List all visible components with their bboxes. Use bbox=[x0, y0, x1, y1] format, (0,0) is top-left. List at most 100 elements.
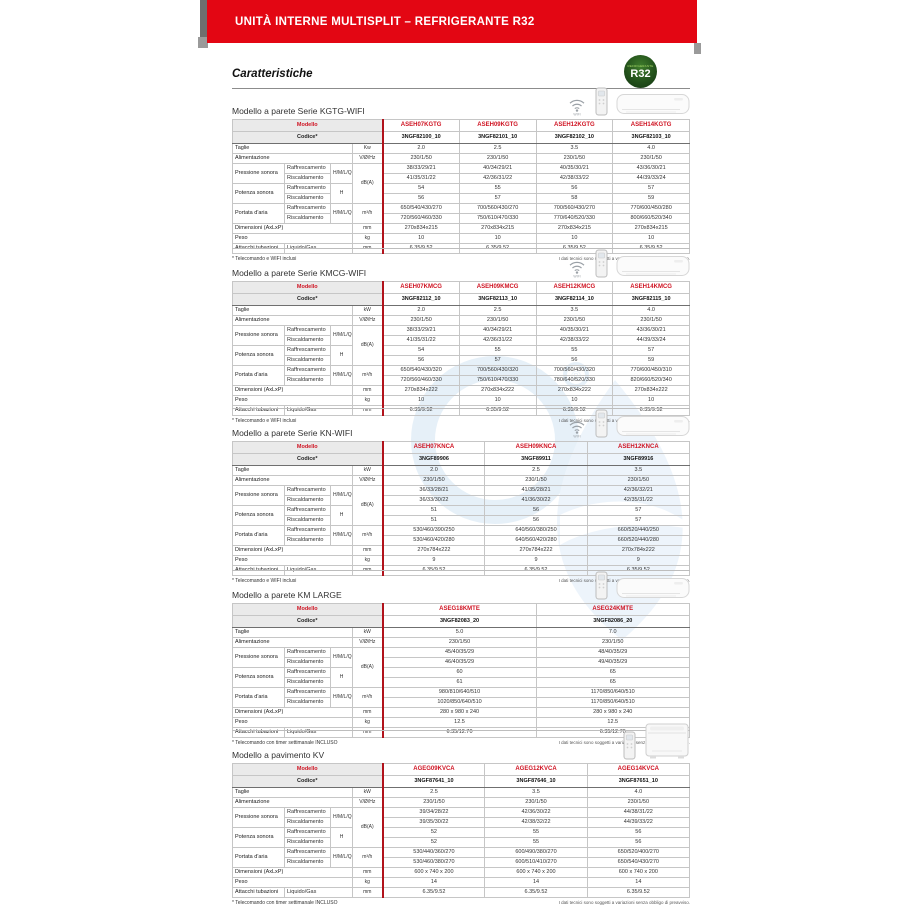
row-scale: H/M/L/Q bbox=[330, 365, 353, 386]
cell-value: 230/1/50 bbox=[381, 315, 460, 326]
wall-unit-image bbox=[616, 577, 690, 600]
cell-value: 1170/850/640/510 bbox=[535, 697, 691, 708]
cell-value: 45/40/35/29 bbox=[381, 647, 537, 658]
model-name: ASEH07KMCG bbox=[381, 281, 460, 294]
cell-value: 2.0 bbox=[381, 465, 486, 476]
section-kn-wifi: Modello a parete Serie KN-WIFI WIFI Modell… bbox=[231, 408, 691, 584]
cell-value: 48/40/35/29 bbox=[535, 647, 691, 658]
cell-value: 44/39/33/22 bbox=[586, 817, 691, 828]
wall-unit-image bbox=[616, 255, 690, 278]
cell-value: 800/660/520/340 bbox=[612, 213, 690, 224]
row-sublabel: Riscaldamento bbox=[284, 535, 331, 546]
cell-value: 230/1/50 bbox=[458, 153, 537, 164]
row-unit: m³/h bbox=[351, 203, 384, 224]
cell-value: 230/1/50 bbox=[535, 637, 691, 648]
model-code: 3NGF87651_10 bbox=[586, 775, 691, 788]
model-code: 3NGF82100_10 bbox=[381, 131, 460, 144]
cell-value: 39/35/30/22 bbox=[381, 817, 486, 828]
page-edge-square-right bbox=[694, 43, 701, 54]
cell-value: 52 bbox=[381, 837, 486, 848]
codice-header: Codice* bbox=[231, 615, 384, 628]
cell-value: 270x784x222 bbox=[484, 545, 588, 556]
cell-value: 640/560/420/280 bbox=[484, 535, 588, 546]
row-sublabel: Raffrescamento bbox=[284, 687, 331, 698]
banner-title: UNITÀ INTERNE MULTISPLIT – REFRIGERANTE … bbox=[235, 15, 535, 28]
cell-value: 44/39/33/24 bbox=[612, 173, 690, 184]
cell-value: 10 bbox=[612, 233, 690, 244]
row-scale: H bbox=[330, 345, 353, 366]
cell-value: 650/540/430/270 bbox=[586, 857, 691, 868]
row-sublabel: Raffrescamento bbox=[284, 325, 331, 336]
row-scale: H/M/L/Q bbox=[330, 687, 353, 708]
row-label: Pressione sonora bbox=[232, 807, 285, 828]
cell-value: 770/640/520/330 bbox=[535, 213, 614, 224]
cell-value: 9 bbox=[586, 555, 691, 566]
row-scale: H/M/L/Q bbox=[330, 647, 353, 668]
r32-badge-small-text: REFRIGERANTE bbox=[627, 63, 654, 68]
row-sublabel: Raffrescamento bbox=[284, 203, 331, 214]
cell-value: 56 bbox=[484, 515, 588, 526]
row-sublabel: Raffrescamento bbox=[284, 647, 331, 658]
row-sublabel: Riscaldamento bbox=[284, 495, 331, 506]
cell-value: 3.5 bbox=[535, 305, 614, 316]
section-title: Modello a parete Serie KMCG-WIFI bbox=[232, 268, 367, 278]
cell-value: 700/560/430/320 bbox=[458, 365, 537, 376]
row-label: Peso bbox=[232, 395, 353, 406]
row-label: Alimentazione bbox=[232, 315, 353, 326]
model-name: ASEH07KGTG bbox=[381, 119, 460, 132]
codice-header: Codice* bbox=[231, 293, 384, 306]
row-sublabel: Riscaldamento bbox=[284, 193, 331, 204]
cell-value: 2.5 bbox=[458, 143, 537, 154]
row-label: Peso bbox=[232, 233, 353, 244]
modello-header: Modello bbox=[231, 281, 384, 294]
section-head: Modello a parete Serie KGTG-WIFI WIFI bbox=[232, 87, 690, 117]
cell-value: 38/33/29/21 bbox=[381, 163, 460, 174]
section-head: Modello a parete KM LARGE bbox=[232, 571, 690, 600]
codice-header: Codice* bbox=[231, 775, 384, 788]
row-label: Pressione sonora bbox=[232, 485, 285, 506]
cell-value: 9 bbox=[381, 555, 486, 566]
row-label: Dimensioni (AxLxP) bbox=[232, 867, 353, 878]
cell-value: 9 bbox=[484, 555, 588, 566]
cell-value: 36/33/28/21 bbox=[381, 485, 486, 496]
cell-value: 43/36/30/21 bbox=[612, 325, 690, 336]
section-title: Modello a parete Serie KN-WIFI bbox=[232, 428, 353, 438]
row-unit: V/Ø/Hz bbox=[351, 475, 384, 486]
cell-value: 43/36/30/21 bbox=[612, 163, 690, 174]
row-unit: kg bbox=[351, 233, 384, 244]
row-unit: kW bbox=[351, 465, 384, 476]
cell-value: 55 bbox=[535, 345, 614, 356]
cell-value: 270x834x215 bbox=[458, 223, 537, 234]
modello-header: Modello bbox=[231, 441, 384, 454]
svg-text:WIFI: WIFI bbox=[573, 435, 580, 439]
section-foot: * Telecomando con timer settimanale INCL… bbox=[232, 900, 690, 906]
row-label: Potenza sonora bbox=[232, 505, 285, 526]
cell-value: 230/1/50 bbox=[381, 797, 486, 808]
row-unit: kg bbox=[351, 555, 384, 566]
cell-value: 770/600/450/310 bbox=[612, 365, 690, 376]
wall-unit-image bbox=[616, 93, 690, 116]
page-edge-square bbox=[198, 37, 208, 48]
spec-table: Modello AGEG09KVCA AGEG12KVCA AGEG14KVCA Cod… bbox=[231, 763, 691, 898]
cell-value: 55 bbox=[484, 837, 588, 848]
cell-value: 42/36/32/21 bbox=[586, 485, 691, 496]
row-scale: H/M/L/Q bbox=[330, 485, 353, 506]
section-title: Modello a parete KM LARGE bbox=[232, 590, 342, 600]
model-code: 3NGF82115_10 bbox=[612, 293, 690, 306]
row-sublabel: Riscaldamento bbox=[284, 697, 331, 708]
row-sublabel: Raffrescamento bbox=[284, 345, 331, 356]
row-sublabel: Riscaldamento bbox=[284, 857, 331, 868]
cell-value: 600/490/380/270 bbox=[484, 847, 588, 858]
cell-value: 42/38/33/22 bbox=[535, 173, 614, 184]
footnote: * Telecomando con timer settimanale INCL… bbox=[232, 900, 338, 906]
row-sublabel: Raffrescamento bbox=[284, 847, 331, 858]
cell-value: 42/36/31/22 bbox=[458, 335, 537, 346]
section-title: Modello a pavimento KV bbox=[232, 750, 325, 760]
cell-value: 600 x 740 x 200 bbox=[586, 867, 691, 878]
model-name: ASEH09KGTG bbox=[458, 119, 537, 132]
remote-icon bbox=[595, 409, 608, 438]
cell-value: 14 bbox=[484, 877, 588, 888]
cell-value: 780/640/520/330 bbox=[535, 375, 614, 386]
row-label: Dimensioni (AxLxP) bbox=[232, 223, 353, 234]
row-label: Portata d'aria bbox=[232, 687, 285, 708]
